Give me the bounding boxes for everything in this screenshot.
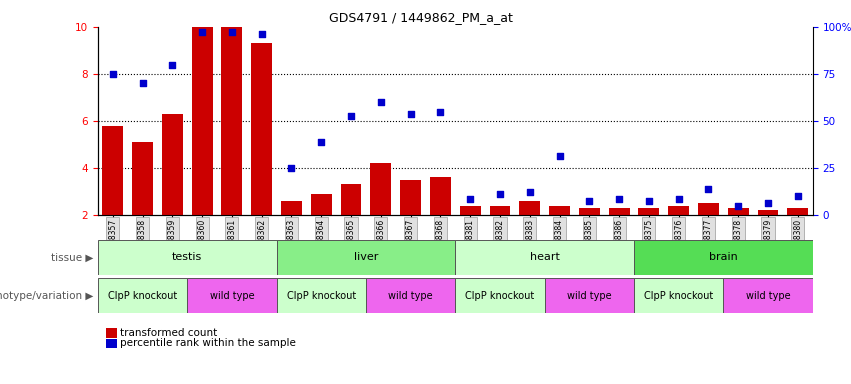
Bar: [191, 27, 213, 215]
Point: [791, 193, 805, 199]
Point: [761, 200, 774, 206]
Bar: [311, 194, 332, 215]
Bar: [460, 206, 481, 215]
Bar: [634, 278, 723, 313]
Bar: [787, 208, 808, 215]
Bar: [579, 208, 600, 215]
Point: [196, 28, 209, 35]
Bar: [400, 180, 421, 215]
Bar: [370, 163, 391, 215]
Text: brain: brain: [709, 252, 738, 262]
Bar: [519, 201, 540, 215]
Bar: [728, 208, 749, 215]
Point: [165, 61, 179, 68]
Text: wild type: wild type: [745, 291, 791, 301]
Point: [344, 113, 357, 119]
Text: ClpP knockout: ClpP knockout: [644, 291, 713, 301]
Text: heart: heart: [529, 252, 560, 262]
Point: [612, 195, 625, 202]
Point: [374, 99, 387, 105]
Bar: [489, 206, 511, 215]
Point: [433, 109, 448, 115]
Bar: [98, 278, 187, 313]
Point: [136, 80, 150, 86]
Point: [701, 186, 715, 192]
Text: wild type: wild type: [388, 291, 433, 301]
Point: [463, 195, 477, 202]
Point: [523, 189, 536, 195]
Bar: [608, 208, 630, 215]
Text: ClpP knockout: ClpP knockout: [108, 291, 177, 301]
Text: GDS4791 / 1449862_PM_a_at: GDS4791 / 1449862_PM_a_at: [329, 12, 513, 25]
Text: ClpP knockout: ClpP knockout: [465, 291, 534, 301]
Bar: [757, 210, 779, 215]
Bar: [455, 278, 545, 313]
Point: [553, 153, 567, 159]
Bar: [132, 142, 153, 215]
Text: wild type: wild type: [567, 291, 612, 301]
Text: liver: liver: [354, 252, 378, 262]
Bar: [634, 240, 813, 275]
Bar: [430, 177, 451, 215]
Bar: [162, 114, 183, 215]
Bar: [102, 126, 123, 215]
Bar: [340, 184, 362, 215]
Bar: [281, 201, 302, 215]
Bar: [668, 206, 689, 215]
Bar: [638, 208, 660, 215]
Text: percentile rank within the sample: percentile rank within the sample: [120, 338, 296, 348]
Bar: [723, 278, 813, 313]
Text: transformed count: transformed count: [120, 328, 217, 338]
Bar: [187, 278, 277, 313]
Text: wild type: wild type: [209, 291, 254, 301]
Point: [255, 31, 269, 37]
Bar: [277, 278, 366, 313]
Text: tissue ▶: tissue ▶: [51, 252, 94, 262]
Text: genotype/variation ▶: genotype/variation ▶: [0, 291, 94, 301]
Bar: [251, 43, 272, 215]
Bar: [545, 278, 634, 313]
Point: [284, 165, 298, 171]
Bar: [366, 278, 455, 313]
Point: [582, 198, 596, 204]
Point: [225, 28, 238, 35]
Text: ClpP knockout: ClpP knockout: [287, 291, 356, 301]
Bar: [98, 240, 277, 275]
Point: [642, 198, 655, 204]
Point: [403, 111, 417, 117]
Bar: [549, 206, 570, 215]
Bar: [698, 203, 719, 215]
Point: [493, 191, 506, 197]
Point: [731, 203, 745, 209]
Point: [315, 139, 328, 145]
Bar: [455, 240, 634, 275]
Text: testis: testis: [172, 252, 203, 262]
Point: [672, 195, 686, 202]
Bar: [221, 27, 243, 215]
Point: [106, 71, 119, 77]
Bar: [277, 240, 455, 275]
